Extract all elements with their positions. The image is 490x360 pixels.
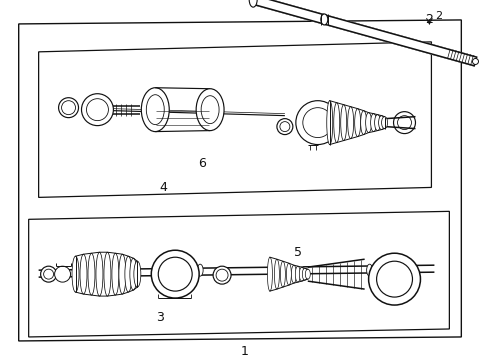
Circle shape xyxy=(472,58,478,64)
Ellipse shape xyxy=(119,254,126,294)
Circle shape xyxy=(151,250,199,298)
Ellipse shape xyxy=(348,107,354,139)
Circle shape xyxy=(280,122,290,132)
Ellipse shape xyxy=(366,113,371,132)
Circle shape xyxy=(213,266,231,284)
Ellipse shape xyxy=(125,256,132,292)
Polygon shape xyxy=(270,257,308,291)
Circle shape xyxy=(303,108,333,138)
Text: 5: 5 xyxy=(294,246,302,259)
Ellipse shape xyxy=(379,116,385,130)
Circle shape xyxy=(277,119,293,135)
Ellipse shape xyxy=(287,264,293,276)
Text: 4: 4 xyxy=(159,181,167,194)
Ellipse shape xyxy=(355,109,361,136)
Ellipse shape xyxy=(370,114,377,132)
Polygon shape xyxy=(39,42,431,197)
Ellipse shape xyxy=(305,269,310,279)
Ellipse shape xyxy=(361,111,367,135)
Ellipse shape xyxy=(321,14,328,25)
Circle shape xyxy=(216,269,228,281)
Ellipse shape xyxy=(280,261,285,287)
Ellipse shape xyxy=(127,264,133,276)
Polygon shape xyxy=(29,211,449,337)
Circle shape xyxy=(62,101,75,114)
Ellipse shape xyxy=(302,268,307,280)
Ellipse shape xyxy=(134,261,141,287)
Ellipse shape xyxy=(295,266,300,282)
Ellipse shape xyxy=(367,264,372,276)
Circle shape xyxy=(368,253,420,305)
Ellipse shape xyxy=(141,88,169,132)
Polygon shape xyxy=(19,20,461,341)
Circle shape xyxy=(81,94,113,126)
Ellipse shape xyxy=(327,101,333,145)
Text: 6: 6 xyxy=(198,157,206,170)
Ellipse shape xyxy=(249,0,257,7)
Circle shape xyxy=(87,99,108,121)
Circle shape xyxy=(397,116,412,130)
Ellipse shape xyxy=(104,252,111,296)
Ellipse shape xyxy=(341,105,347,140)
Circle shape xyxy=(59,98,78,118)
Circle shape xyxy=(44,269,53,279)
Text: 3: 3 xyxy=(156,311,164,324)
Ellipse shape xyxy=(268,257,272,291)
Ellipse shape xyxy=(201,96,219,123)
Polygon shape xyxy=(252,0,477,66)
Text: 1: 1 xyxy=(241,345,249,359)
Circle shape xyxy=(393,112,416,134)
Ellipse shape xyxy=(292,265,296,283)
Ellipse shape xyxy=(112,253,119,295)
Ellipse shape xyxy=(80,254,87,294)
Ellipse shape xyxy=(72,256,79,292)
Ellipse shape xyxy=(334,103,340,143)
Ellipse shape xyxy=(196,89,224,131)
Ellipse shape xyxy=(382,117,388,129)
Text: 2: 2 xyxy=(425,13,433,26)
Ellipse shape xyxy=(96,252,103,296)
Circle shape xyxy=(296,101,340,145)
Circle shape xyxy=(377,261,413,297)
Circle shape xyxy=(158,257,192,291)
Polygon shape xyxy=(75,252,137,296)
Ellipse shape xyxy=(197,264,203,276)
Ellipse shape xyxy=(88,253,95,295)
Ellipse shape xyxy=(374,114,381,131)
Text: 2: 2 xyxy=(436,11,442,21)
Circle shape xyxy=(54,266,71,282)
Circle shape xyxy=(41,266,56,282)
Ellipse shape xyxy=(147,95,164,125)
Ellipse shape xyxy=(299,267,304,281)
Polygon shape xyxy=(252,0,477,66)
Ellipse shape xyxy=(130,258,137,290)
Ellipse shape xyxy=(286,263,292,285)
Polygon shape xyxy=(330,101,385,145)
Ellipse shape xyxy=(274,259,279,289)
